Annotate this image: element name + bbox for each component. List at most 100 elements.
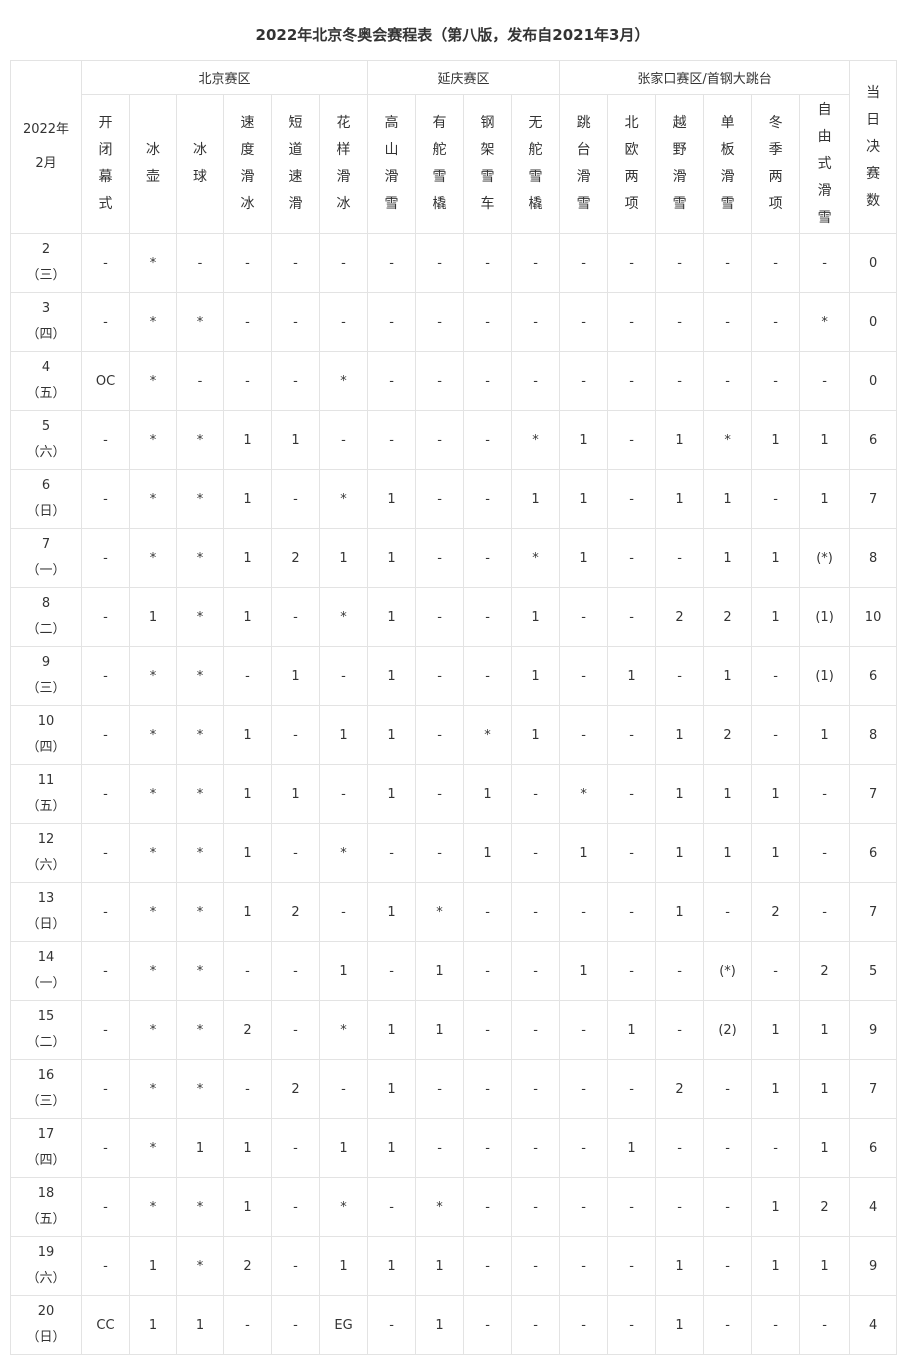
event-cell: 1	[751, 823, 801, 883]
event-cell: *	[129, 292, 177, 352]
event-cell: -	[607, 292, 657, 352]
weekday: （二）	[26, 1035, 66, 1050]
event-cell: -	[176, 233, 224, 293]
day-number: 13	[37, 891, 55, 906]
weekday: （六）	[26, 1271, 66, 1286]
event-cell: -	[703, 292, 753, 352]
sport-header: 速度滑冰	[223, 94, 272, 234]
finals-count-cell: 6	[849, 410, 898, 470]
event-cell: -	[751, 705, 801, 765]
event-cell: -	[81, 1177, 130, 1237]
day-number: 11	[37, 773, 55, 788]
event-cell: -	[655, 1177, 705, 1237]
day-number: 14	[37, 950, 55, 965]
sport-label: 自由式滑雪	[817, 101, 832, 226]
event-cell: 1	[223, 823, 272, 883]
event-cell: -	[655, 941, 705, 1001]
event-cell: -	[607, 1295, 657, 1355]
event-cell: *	[176, 469, 224, 529]
table-row: 15 （二） - * * 2- * 1 1- - -1- (2) 1 1 9	[10, 1000, 898, 1060]
event-cell: -	[607, 410, 657, 470]
finals-count-cell: 10	[849, 587, 898, 647]
finals-count-cell: 8	[849, 528, 898, 588]
month-header-cell: 2022年 2月	[10, 60, 82, 234]
event-cell: *	[318, 1177, 369, 1237]
finals-count-cell: 7	[849, 469, 898, 529]
event-cell: 2	[655, 587, 705, 647]
event-cell: 2	[271, 882, 320, 942]
event-cell: 1	[799, 705, 851, 765]
event-cell: 2	[703, 705, 753, 765]
event-cell: 2	[655, 1059, 705, 1119]
date-cell: 6 （日）	[10, 469, 82, 529]
event-cell: -	[81, 764, 130, 824]
event-cell: 1	[318, 705, 369, 765]
zone-yanqing: 延庆赛区	[367, 60, 561, 95]
event-cell: -	[655, 1118, 705, 1178]
finals-count-cell: 6	[849, 646, 898, 706]
event-cell: -	[463, 1118, 513, 1178]
event-cell: 1	[751, 1236, 801, 1296]
event-cell: -	[703, 1118, 753, 1178]
event-cell: 1	[751, 1059, 801, 1119]
date-cell: 3 （四）	[10, 292, 82, 352]
event-cell: -	[415, 292, 465, 352]
event-cell: *	[703, 410, 753, 470]
event-cell: 1	[559, 528, 609, 588]
event-cell: -	[415, 528, 465, 588]
event-cell: -	[607, 528, 657, 588]
event-cell: -	[607, 1059, 657, 1119]
finals-count-cell: 9	[849, 1000, 898, 1060]
event-cell: 2	[223, 1236, 272, 1296]
finals-count-cell: 7	[849, 882, 898, 942]
finals-count-cell: 8	[849, 705, 898, 765]
event-cell: 1	[318, 941, 369, 1001]
event-cell: -	[751, 646, 801, 706]
event-cell: -	[559, 1059, 609, 1119]
event-cell: 1	[655, 1295, 705, 1355]
table-row: 19 （六） -1 * 2-1 1 1- - - -1-1 1 9	[10, 1236, 898, 1296]
event-cell: 1	[129, 1295, 177, 1355]
event-cell: -	[511, 941, 561, 1001]
event-cell: -	[799, 1295, 851, 1355]
finals-header: 当日决赛数	[849, 60, 898, 234]
weekday: （六）	[26, 445, 66, 460]
event-cell: -	[559, 351, 609, 411]
event-cell: -	[81, 1236, 130, 1296]
event-cell: 1	[318, 1118, 369, 1178]
weekday: （日）	[26, 504, 66, 519]
event-cell: *	[511, 528, 561, 588]
event-cell: 1	[655, 764, 705, 824]
event-cell: -	[415, 587, 465, 647]
event-cell: -	[511, 882, 561, 942]
table-row: 9 （三） - * * -1-1- -1-1-1- (1) 6	[10, 646, 898, 706]
event-cell: *	[129, 1177, 177, 1237]
event-cell: *	[511, 410, 561, 470]
event-cell: 1	[511, 587, 561, 647]
event-cell: 1	[655, 469, 705, 529]
event-cell: -	[463, 882, 513, 942]
event-cell: -	[81, 823, 130, 883]
event-cell: -	[318, 882, 369, 942]
event-cell: 1	[703, 764, 753, 824]
sport-label: 冰壶	[146, 142, 160, 185]
weekday: （四）	[26, 327, 66, 342]
event-cell: 1	[559, 410, 609, 470]
event-cell: -	[81, 410, 130, 470]
table-row: 18 （五） - * * 1- * - * - - - - - -1 2 4	[10, 1177, 898, 1237]
finals-count-cell: 6	[849, 823, 898, 883]
event-cell: -	[415, 410, 465, 470]
event-cell: 1	[223, 764, 272, 824]
event-cell: 1	[367, 528, 417, 588]
event-cell: -	[271, 351, 320, 411]
event-cell: -	[271, 292, 320, 352]
weekday: （日）	[26, 1330, 66, 1345]
event-cell: 1	[703, 823, 753, 883]
event-cell: *	[129, 882, 177, 942]
event-cell: EG	[318, 1295, 369, 1355]
event-cell: -	[415, 764, 465, 824]
sport-label: 无舵雪橇	[528, 115, 543, 212]
event-cell: -	[415, 646, 465, 706]
event-cell: -	[607, 587, 657, 647]
event-cell: 2	[751, 882, 801, 942]
